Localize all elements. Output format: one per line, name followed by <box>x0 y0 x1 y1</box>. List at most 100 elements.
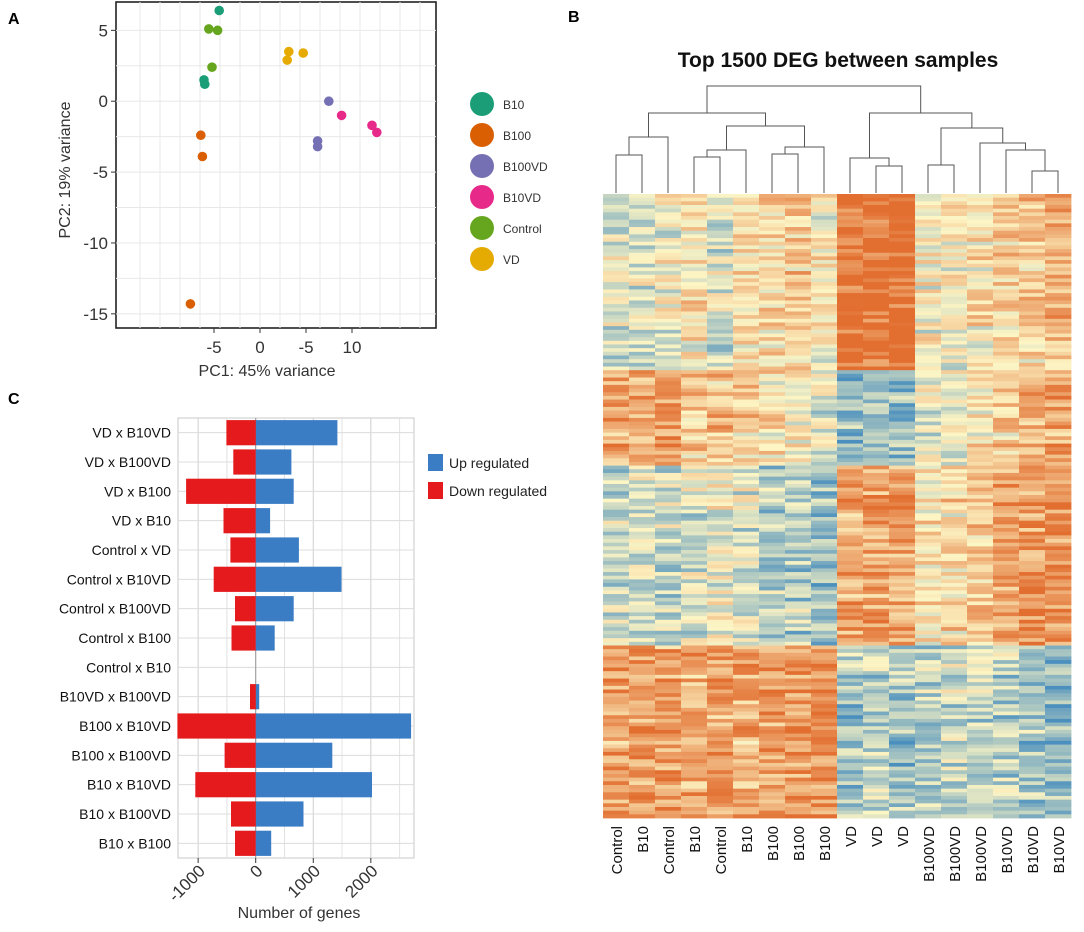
heatmap-cell <box>941 561 968 566</box>
heatmap-cell <box>967 498 994 503</box>
heatmap-cell <box>629 531 656 536</box>
heatmap-cell <box>837 395 864 400</box>
heatmap-cell <box>993 660 1020 665</box>
heatmap-cell <box>993 238 1020 243</box>
heatmap-cell <box>889 300 916 305</box>
heatmap-cell <box>629 370 656 375</box>
heatmap-cell <box>759 414 786 419</box>
heatmap-cell <box>1019 557 1046 562</box>
heatmap-cell <box>655 326 682 331</box>
pca-y-tick-label: -5 <box>93 163 108 182</box>
heatmap-cell <box>681 564 708 569</box>
heatmap-cell <box>941 216 968 221</box>
heatmap-cell <box>655 472 682 478</box>
heatmap-cell <box>993 729 1020 734</box>
heatmap-cell <box>863 645 890 650</box>
heatmap-cell <box>967 513 994 518</box>
heatmap-cell <box>785 234 812 239</box>
heatmap-cell <box>1019 219 1046 224</box>
dendrogram-link <box>628 136 669 193</box>
heatmap-cell <box>785 472 812 478</box>
heatmap-cell <box>759 366 786 371</box>
heatmap-cell <box>681 465 708 470</box>
heatmap-cell <box>915 458 942 463</box>
dendrogram-link <box>771 153 799 193</box>
heatmap-cell <box>733 307 760 312</box>
heatmap-cell <box>733 700 760 705</box>
heatmap-cell <box>707 212 734 217</box>
heatmap-cell <box>1019 249 1046 254</box>
heatmap-cell <box>941 583 968 588</box>
heatmap-cell <box>655 762 682 768</box>
heatmap-cell <box>837 590 864 595</box>
heatmap-cell <box>1045 645 1072 650</box>
heatmap-cell <box>629 528 656 533</box>
heatmap-cell <box>733 751 760 756</box>
heatmap-cell <box>993 333 1020 338</box>
heatmap-cell <box>915 428 942 433</box>
heatmap-cell <box>889 304 916 309</box>
heatmap-cell <box>993 502 1020 507</box>
heatmap-cell <box>733 480 760 485</box>
heatmap-cell <box>1045 205 1072 210</box>
heatmap-cell <box>967 550 994 555</box>
heatmap-cell <box>837 502 864 507</box>
heatmap-cell <box>655 546 682 551</box>
heatmap-cell <box>707 748 734 753</box>
heatmap-cell <box>837 638 864 643</box>
heatmap-cell <box>1019 216 1046 221</box>
heatmap-cell <box>759 494 786 500</box>
pca-x-tick-label: 10 <box>343 338 362 357</box>
heatmap-cell <box>759 715 786 720</box>
heatmap-cell <box>707 465 734 470</box>
heatmap-cell <box>837 370 864 375</box>
heatmap-cell <box>993 476 1020 481</box>
heatmap-cell <box>785 370 812 375</box>
bar-x-tick-label: -1000 <box>165 861 209 905</box>
heatmap-cell <box>941 656 968 661</box>
bar-x-tick-label: 0 <box>246 861 266 881</box>
heatmap-cell <box>655 751 682 756</box>
heatmap-cell <box>681 238 708 243</box>
heatmap-cell <box>785 773 812 779</box>
dendrogram-link <box>849 157 890 193</box>
heatmap-cell <box>1019 370 1046 375</box>
heatmap-cell <box>603 810 630 815</box>
heatmap-cell <box>1019 586 1046 591</box>
heatmap-cell <box>1019 348 1046 353</box>
heatmap-cell <box>655 274 682 279</box>
heatmap-cell <box>603 542 630 547</box>
heatmap-cell <box>655 414 682 419</box>
heatmap-cell <box>889 590 916 595</box>
heatmap-cell <box>889 627 916 632</box>
heatmap-cell <box>837 678 864 683</box>
heatmap-cell <box>967 315 994 320</box>
heatmap-cell <box>785 450 812 456</box>
heatmap-cell <box>915 685 942 690</box>
heatmap-cell <box>655 480 682 485</box>
heatmap-cell <box>1045 304 1072 309</box>
heatmap-cell <box>1019 373 1046 378</box>
heatmap-cell <box>603 689 630 694</box>
bar-category-label: VD x B10VD <box>92 425 171 441</box>
heatmap-cell <box>993 410 1020 415</box>
heatmap-cell <box>733 208 760 213</box>
heatmap-cell <box>941 205 968 210</box>
heatmap-cell <box>941 322 968 327</box>
pca-legend-swatch-b100 <box>470 123 494 147</box>
heatmap-cell <box>655 630 682 635</box>
heatmap-cell <box>889 550 916 555</box>
heatmap-cell <box>1019 340 1046 345</box>
heatmap-cell <box>915 623 942 628</box>
heatmap-cell <box>629 392 656 397</box>
heatmap-cell <box>681 447 708 452</box>
heatmap-cell <box>785 590 812 595</box>
heatmap-cell <box>889 406 916 411</box>
heatmap-cell <box>837 619 864 624</box>
heatmap-cell <box>681 623 708 628</box>
heatmap-cell <box>681 528 708 533</box>
heatmap-cell <box>655 403 682 408</box>
heatmap-cell <box>629 744 656 749</box>
heatmap-cell <box>603 711 630 716</box>
